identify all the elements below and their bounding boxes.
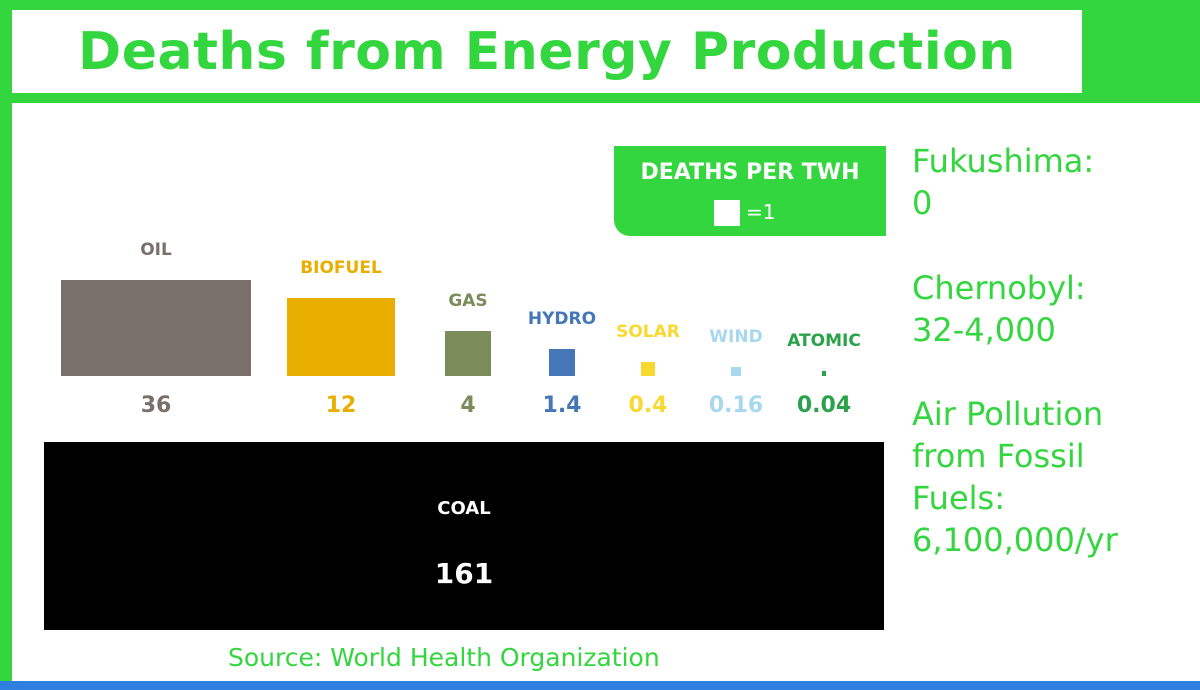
value-label-hydro: 1.4 xyxy=(542,393,582,418)
value-label-solar: 0.4 xyxy=(628,393,668,418)
category-label-atomic: ATOMIC xyxy=(787,331,861,352)
category-label-wind: WIND xyxy=(709,326,763,347)
value-label-coal: 161 xyxy=(434,557,494,590)
bar-oil xyxy=(61,279,251,376)
category-label-hydro: HYDRO xyxy=(527,309,597,330)
bar-solar xyxy=(640,361,656,376)
category-label-solar: SOLAR xyxy=(616,321,680,342)
legend-unit-label: =1 xyxy=(746,200,776,224)
bar-atomic xyxy=(821,371,827,376)
bar-gas xyxy=(445,330,491,376)
legend-unit-square xyxy=(714,200,740,226)
legend: DEATHS PER TWH =1 xyxy=(614,146,886,236)
source-credit: Source: World Health Organization xyxy=(228,643,660,672)
value-label-atomic: 0.04 xyxy=(796,393,852,418)
value-label-gas: 4 xyxy=(460,393,476,418)
category-label-gas: GAS xyxy=(448,290,488,311)
category-label-coal: COAL xyxy=(437,498,491,519)
category-label-biofuel: BIOFUEL xyxy=(300,257,382,278)
bottom-bar xyxy=(0,681,1200,690)
bar-coal: COAL 161 xyxy=(44,442,884,630)
note-fukushima: Fukushima: 0 xyxy=(912,142,1095,222)
note-air-pollution: Air Pollution from Fossil Fuels: 6,100,0… xyxy=(912,395,1118,559)
value-label-biofuel: 12 xyxy=(325,393,357,418)
left-border xyxy=(0,0,12,690)
bar-hydro xyxy=(548,349,576,376)
legend-title: DEATHS PER TWH xyxy=(640,160,860,185)
value-label-wind: 0.16 xyxy=(708,393,764,418)
category-label-oil: OIL xyxy=(140,239,172,260)
title-panel: Deaths from Energy Production xyxy=(12,10,1082,93)
bar-wind xyxy=(731,366,741,376)
page-title: Deaths from Energy Production xyxy=(78,21,1016,82)
bar-biofuel xyxy=(287,297,395,376)
value-label-oil: 36 xyxy=(140,393,172,418)
note-chernobyl: Chernobyl: 32-4,000 xyxy=(912,269,1086,349)
